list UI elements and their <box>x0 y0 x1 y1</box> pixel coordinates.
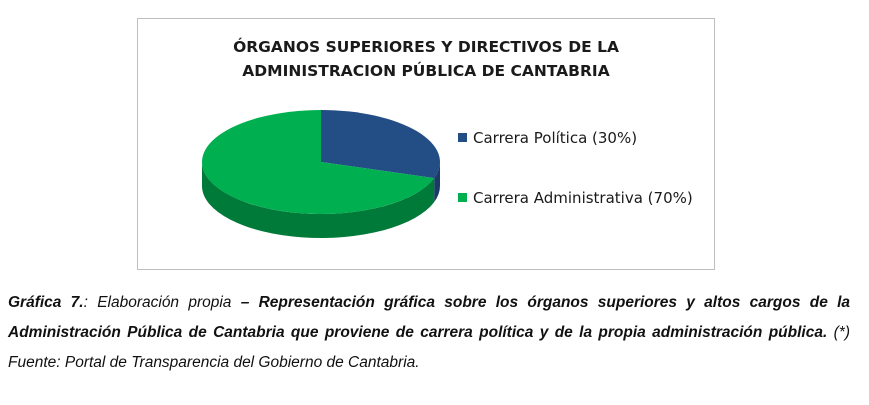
chart-title-line-1: ÓRGANOS SUPERIORES Y DIRECTIVOS DE LA <box>233 38 619 56</box>
chart-title: ÓRGANOS SUPERIORES Y DIRECTIVOS DE LA AD… <box>138 35 714 83</box>
figure-caption: Gráfica 7.: Elaboración propia – Represe… <box>8 288 850 378</box>
pie-chart <box>202 110 441 239</box>
pie-slice-politica <box>321 110 441 179</box>
pie-side-politica <box>434 162 440 203</box>
pie-slice-administrativa <box>202 110 435 215</box>
pie-side-administrativa <box>202 162 435 239</box>
chart-legend: Carrera Política (30%) Carrera Administr… <box>458 129 693 209</box>
chart-title-line-2: ADMINISTRACION PÚBLICA DE CANTABRIA <box>242 62 610 80</box>
chart-frame: ÓRGANOS SUPERIORES Y DIRECTIVOS DE LA AD… <box>137 18 715 270</box>
caption-source: (*) Fuente: Portal de Transparencia del … <box>8 324 850 371</box>
legend-item-administrativa: Carrera Administrativa (70%) <box>458 189 693 209</box>
caption-description: Representación gráfica sobre los órganos… <box>8 294 851 341</box>
caption-note: : Elaboración propia <box>83 294 232 311</box>
legend-swatch-politica <box>458 133 467 142</box>
legend-item-politica: Carrera Política (30%) <box>458 129 693 149</box>
legend-label-politica: Carrera Política (30%) <box>473 129 638 147</box>
caption-dot: . <box>822 324 828 341</box>
caption-dash: – <box>231 294 259 311</box>
caption-figure-number: Gráfica 7. <box>8 294 84 311</box>
legend-label-administrativa: Carrera Administrativa (70%) <box>473 189 693 207</box>
legend-swatch-administrativa <box>458 193 467 202</box>
